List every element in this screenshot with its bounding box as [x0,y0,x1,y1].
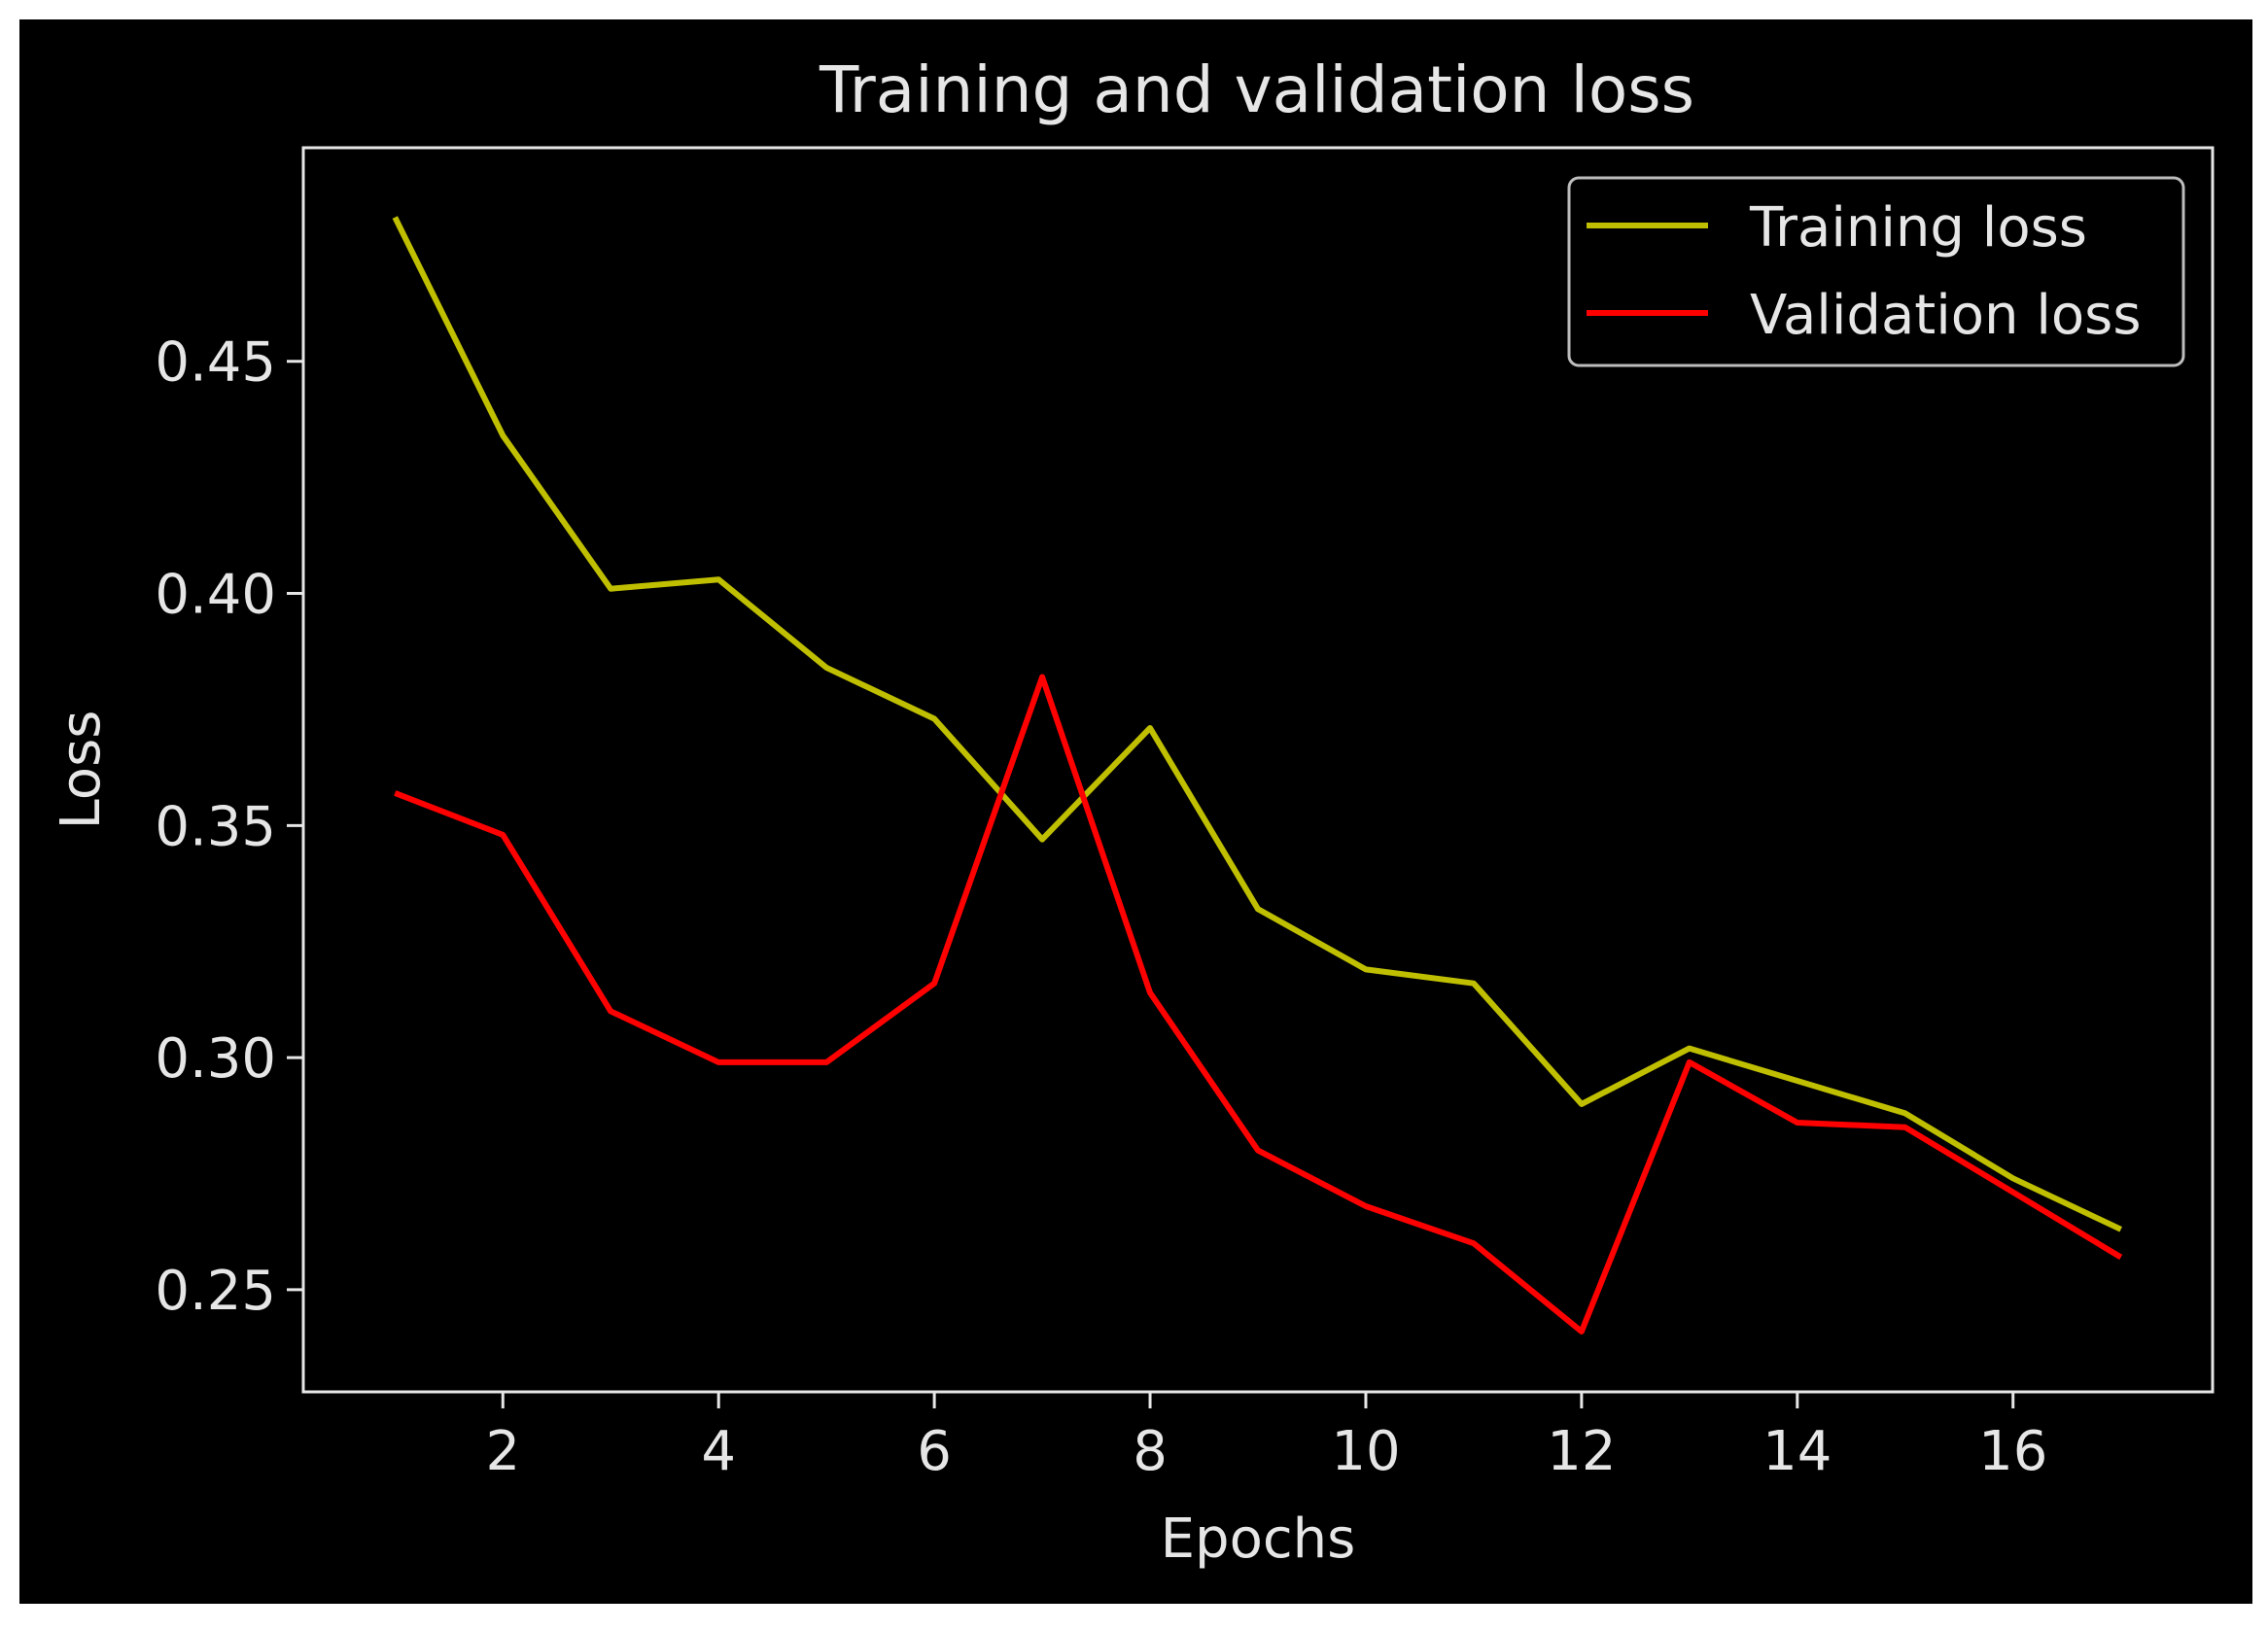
data-point-training-loss [1471,981,1477,987]
data-point-training-loss [1902,1110,1908,1116]
data-point-training-loss [1039,837,1045,843]
y-axis-label: Loss [50,711,113,830]
data-point-validation-loss [1255,1148,1261,1154]
x-tick-label: 6 [917,1420,952,1483]
data-point-validation-loss [1363,1203,1369,1209]
data-point-training-loss [823,665,829,671]
data-point-validation-loss [715,1059,721,1065]
data-point-training-loss [1147,725,1153,731]
y-tick-label: 0.30 [155,1027,276,1091]
legend-box [1567,176,2185,367]
data-point-training-loss [2010,1175,2016,1181]
y-tick-label: 0.40 [155,564,276,627]
x-tick-label: 2 [485,1420,520,1483]
y-axis: 0.25 0.30 0.35 0.40 0.45 [155,331,303,1323]
data-point-validation-loss [2118,1254,2124,1260]
data-point-validation-loss [500,832,506,838]
data-point-validation-loss [1687,1059,1692,1065]
x-tick-label: 14 [1762,1420,1832,1483]
data-point-training-loss [715,576,721,582]
data-point-training-loss [931,715,937,721]
data-point-validation-loss [1902,1125,1908,1130]
y-tick-label: 0.45 [155,331,276,395]
data-point-validation-loss [2010,1190,2016,1196]
plot-area-frame [301,146,2215,1394]
data-point-validation-loss [1579,1329,1585,1335]
data-point-training-loss [608,586,613,592]
x-tick-label: 16 [1978,1420,2047,1483]
x-tick-label: 12 [1547,1420,1616,1483]
data-point-training-loss [392,215,398,221]
data-point-validation-loss [1471,1240,1477,1246]
series-layer [392,215,2124,1335]
data-point-training-loss [2118,1227,2124,1232]
legend-label-validation-loss: Validation loss [1750,284,2142,347]
data-point-training-loss [1579,1101,1585,1107]
x-tick-label: 10 [1331,1420,1400,1483]
data-point-training-loss [500,433,506,438]
x-tick-label: 8 [1133,1420,1168,1483]
data-point-validation-loss [823,1059,829,1065]
y-tick-label: 0.25 [155,1260,276,1323]
data-point-validation-loss [392,790,398,796]
x-axis-label: Epochs [1161,1508,1356,1571]
data-point-training-loss [1255,906,1261,912]
data-point-training-loss [1795,1078,1800,1084]
chart-title: Training and validation loss [819,52,1694,127]
series-line-validation-loss [394,674,2123,1335]
data-point-validation-loss [1795,1120,1800,1126]
data-point-validation-loss [1147,989,1153,995]
data-point-training-loss [1687,1046,1692,1052]
data-point-validation-loss [931,981,937,987]
data-point-training-loss [1363,966,1369,972]
series-line-training-loss [392,216,2122,1232]
data-point-validation-loss [1039,674,1045,679]
legend[interactable]: Training loss Validation loss [1567,176,2185,367]
legend-label-training-loss: Training loss [1749,196,2087,260]
data-point-validation-loss [608,1008,613,1014]
x-axis: 2 4 6 8 10 12 14 16 [485,1392,2047,1483]
y-tick-label: 0.35 [155,795,276,858]
x-tick-label: 4 [701,1420,736,1483]
